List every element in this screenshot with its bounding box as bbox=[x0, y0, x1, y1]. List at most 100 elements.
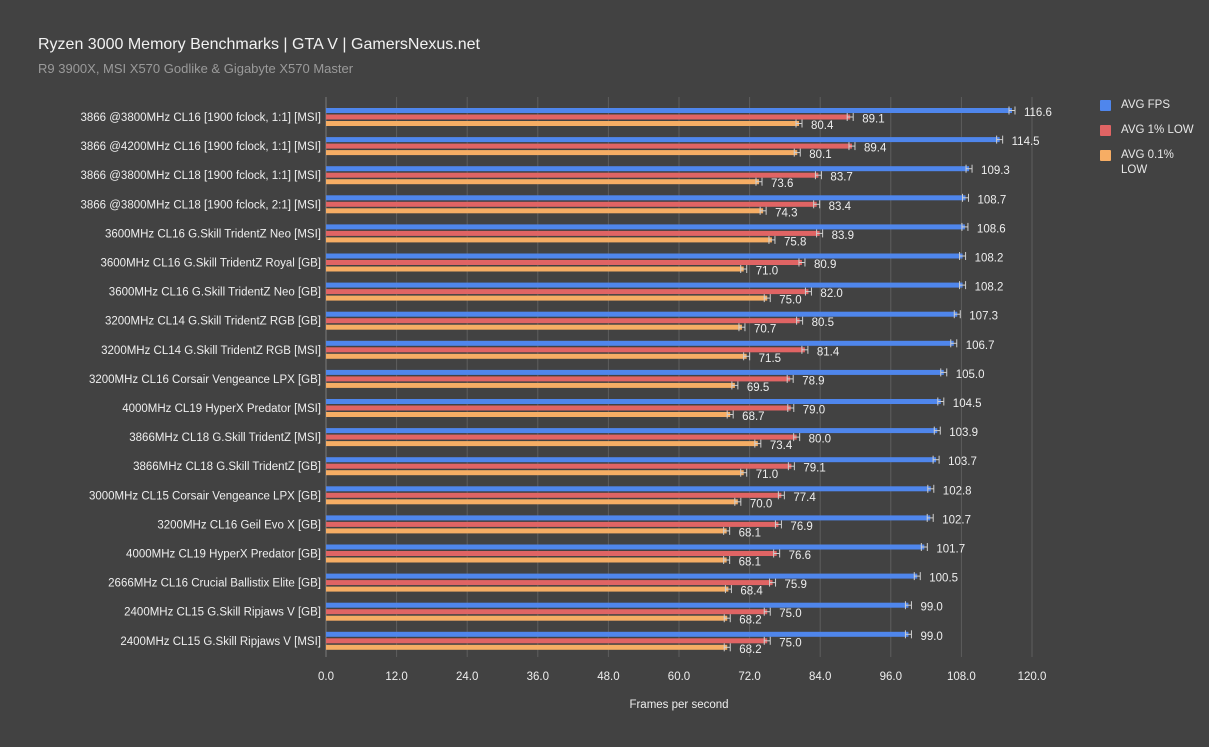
category-label-13: 3000MHz CL15 Corsair Vengeance LPX [GB] bbox=[89, 490, 321, 502]
data-label-s0-9: 105.0 bbox=[956, 369, 985, 381]
bar-s1-4 bbox=[326, 230, 820, 236]
data-label-s2-7: 70.7 bbox=[754, 324, 776, 336]
bar-s1-18 bbox=[326, 638, 768, 644]
data-label-s2-3: 74.3 bbox=[775, 207, 797, 219]
chart-subtitle: R9 3900X, MSI X570 Godlike & Gigabyte X5… bbox=[38, 61, 354, 76]
bar-s2-10 bbox=[326, 412, 731, 417]
data-label-s2-16: 68.4 bbox=[740, 586, 763, 598]
category-label-6: 3600MHz CL16 G.Skill TridentZ Neo [GB] bbox=[109, 287, 321, 299]
bar-s2-17 bbox=[326, 615, 728, 621]
data-label-s1-14: 76.9 bbox=[790, 521, 812, 533]
category-label-15: 4000MHz CL19 HyperX Predator [GB] bbox=[126, 549, 321, 561]
bar-s1-1 bbox=[326, 143, 852, 149]
legend-item-avg-1-low[interactable]: AVG 1% LOW bbox=[1100, 123, 1200, 138]
data-label-s2-5: 71.0 bbox=[756, 266, 778, 278]
bar-s2-0 bbox=[326, 121, 800, 126]
data-label-s1-2: 83.7 bbox=[830, 172, 852, 184]
bar-s0-11 bbox=[326, 428, 938, 434]
data-label-s0-13: 102.8 bbox=[943, 485, 972, 497]
bar-s0-12 bbox=[326, 457, 937, 463]
data-label-s1-3: 83.4 bbox=[829, 201, 852, 213]
bar-s0-8 bbox=[326, 340, 954, 346]
data-label-s1-8: 81.4 bbox=[817, 346, 840, 358]
data-label-s0-3: 108.7 bbox=[978, 194, 1007, 206]
data-label-s2-15: 68.1 bbox=[739, 557, 761, 569]
bar-s2-2 bbox=[326, 179, 760, 185]
data-label-s0-17: 99.0 bbox=[920, 602, 942, 614]
x-tick-label-6: 72.0 bbox=[738, 671, 760, 683]
data-label-s1-4: 83.9 bbox=[832, 230, 854, 242]
data-label-s0-15: 101.7 bbox=[936, 544, 965, 556]
data-label-s1-10: 79.0 bbox=[803, 405, 825, 417]
data-label-s2-10: 68.7 bbox=[742, 411, 764, 423]
bar-s1-11 bbox=[326, 434, 797, 440]
legend-label-avg-01-low: AVG 0.1% LOW bbox=[1121, 149, 1174, 176]
bar-s1-15 bbox=[326, 551, 777, 556]
data-label-s2-6: 75.0 bbox=[779, 295, 801, 307]
data-label-s0-5: 108.2 bbox=[975, 253, 1004, 265]
x-tick-label-9: 108.0 bbox=[947, 671, 976, 683]
data-label-s0-14: 102.7 bbox=[942, 514, 971, 526]
data-label-s0-18: 99.0 bbox=[920, 631, 942, 643]
bar-s0-15 bbox=[326, 544, 925, 550]
data-label-s0-12: 103.7 bbox=[948, 456, 977, 468]
data-label-s2-14: 68.1 bbox=[739, 527, 761, 539]
data-label-s1-1: 89.4 bbox=[864, 143, 887, 155]
x-tick-label-2: 24.0 bbox=[456, 671, 478, 683]
x-tick-label-0: 0.0 bbox=[318, 671, 334, 683]
data-label-s1-12: 79.1 bbox=[803, 463, 825, 475]
data-label-s1-0: 89.1 bbox=[862, 114, 884, 126]
bar-s0-16 bbox=[326, 573, 918, 579]
data-label-s2-17: 68.2 bbox=[739, 615, 761, 627]
data-label-s2-4: 75.8 bbox=[784, 236, 806, 248]
data-label-s1-6: 82.0 bbox=[820, 288, 842, 300]
x-tick-label-5: 60.0 bbox=[668, 671, 690, 683]
data-label-s0-8: 106.7 bbox=[966, 340, 995, 352]
x-tick-label-3: 36.0 bbox=[527, 671, 549, 683]
bar-s2-9 bbox=[326, 382, 735, 388]
data-label-s2-18: 68.2 bbox=[739, 644, 761, 656]
legend-label-avg-1-low: AVG 1% LOW bbox=[1121, 124, 1194, 136]
bar-s1-6 bbox=[326, 289, 809, 295]
bar-s1-8 bbox=[326, 347, 805, 353]
bar-s2-18 bbox=[326, 644, 728, 650]
legend: AVG FPS AVG 1% LOW AVG 0.1% LOW bbox=[1100, 98, 1200, 188]
data-label-s0-7: 107.3 bbox=[969, 311, 998, 323]
x-tick-label-4: 48.0 bbox=[597, 671, 619, 683]
bar-s1-3 bbox=[326, 201, 817, 207]
bar-s2-16 bbox=[326, 586, 729, 592]
category-label-7: 3200MHz CL14 G.Skill TridentZ RGB [GB] bbox=[105, 316, 321, 328]
data-label-s0-16: 100.5 bbox=[929, 573, 958, 585]
bar-s0-5 bbox=[326, 253, 963, 259]
data-label-s1-11: 80.0 bbox=[809, 434, 831, 446]
bar-s2-3 bbox=[326, 208, 764, 214]
x-tick-label-7: 84.0 bbox=[809, 671, 831, 683]
data-label-s0-0: 116.6 bbox=[1024, 107, 1052, 119]
bar-s2-11 bbox=[326, 441, 758, 447]
x-axis-title: Frames per second bbox=[629, 699, 729, 711]
data-label-s2-9: 69.5 bbox=[747, 382, 769, 394]
bar-s0-9 bbox=[326, 369, 944, 375]
data-label-s1-16: 75.9 bbox=[785, 579, 807, 591]
bar-s2-8 bbox=[326, 353, 747, 359]
category-label-2: 3866 @3800MHz CL18 [1900 fclock, 1:1] [M… bbox=[80, 170, 321, 182]
bar-s2-5 bbox=[326, 266, 744, 272]
data-label-s2-11: 73.4 bbox=[770, 440, 793, 452]
data-label-s0-2: 109.3 bbox=[981, 165, 1010, 177]
bar-s0-18 bbox=[326, 631, 909, 637]
bar-s0-13 bbox=[326, 486, 931, 492]
category-label-12: 3866MHz CL18 G.Skill TridentZ [GB] bbox=[133, 461, 321, 473]
data-label-s1-9: 78.9 bbox=[802, 375, 824, 387]
data-label-s1-15: 76.6 bbox=[789, 550, 811, 562]
category-label-0: 3866 @3800MHz CL16 [1900 fclock, 1:1] [M… bbox=[80, 112, 321, 124]
category-label-11: 3866MHz CL18 G.Skill TridentZ [MSI] bbox=[129, 432, 321, 444]
data-label-s0-11: 103.9 bbox=[949, 427, 978, 439]
bar-s0-0 bbox=[326, 108, 1012, 113]
category-label-17: 2400MHz CL15 G.Skill Ripjaws V [GB] bbox=[124, 607, 321, 619]
legend-item-avg-01-low[interactable]: AVG 0.1% LOW bbox=[1100, 148, 1200, 178]
bar-s0-17 bbox=[326, 602, 909, 608]
category-label-3: 3866 @3800MHz CL18 [1900 fclock, 2:1] [M… bbox=[80, 199, 321, 211]
legend-item-avg-fps[interactable]: AVG FPS bbox=[1100, 98, 1200, 113]
data-label-s2-8: 71.5 bbox=[759, 353, 781, 365]
